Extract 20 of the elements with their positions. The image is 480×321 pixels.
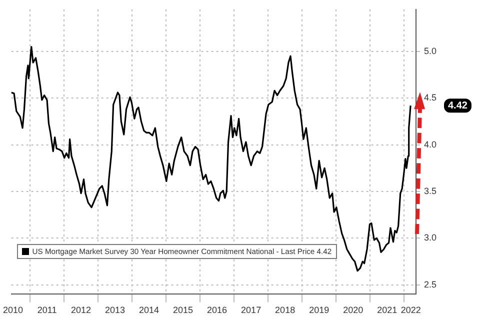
y-tick-label: 4.5	[424, 92, 437, 103]
y-tick-label: 5.0	[424, 46, 437, 56]
x-tick-label: 2018	[275, 305, 296, 316]
x-tick-label: 2017	[241, 305, 262, 316]
x-tick-label: 2012	[71, 305, 92, 316]
x-tick-label: 2014	[139, 305, 160, 316]
y-tick-label: 3.5	[424, 186, 437, 196]
y-tick-label: 3.0	[424, 232, 437, 243]
y-tick-label: 4.0	[424, 139, 437, 150]
x-tick-label: 2011	[37, 305, 57, 316]
x-tick-label: 2016	[207, 305, 228, 316]
x-tick-label: 2010	[2, 305, 24, 316]
y-tick-label: 2.5	[424, 279, 437, 290]
x-tick-label: 2021	[377, 305, 398, 316]
text: 4.42	[448, 100, 468, 112]
x-tick-label: 2015	[173, 305, 194, 316]
x-tick-label: 2013	[105, 305, 126, 316]
x-tick-label: 2020	[343, 305, 364, 316]
x-tick-label: 2022	[400, 305, 421, 316]
x-tick-label: 2019	[309, 305, 330, 316]
